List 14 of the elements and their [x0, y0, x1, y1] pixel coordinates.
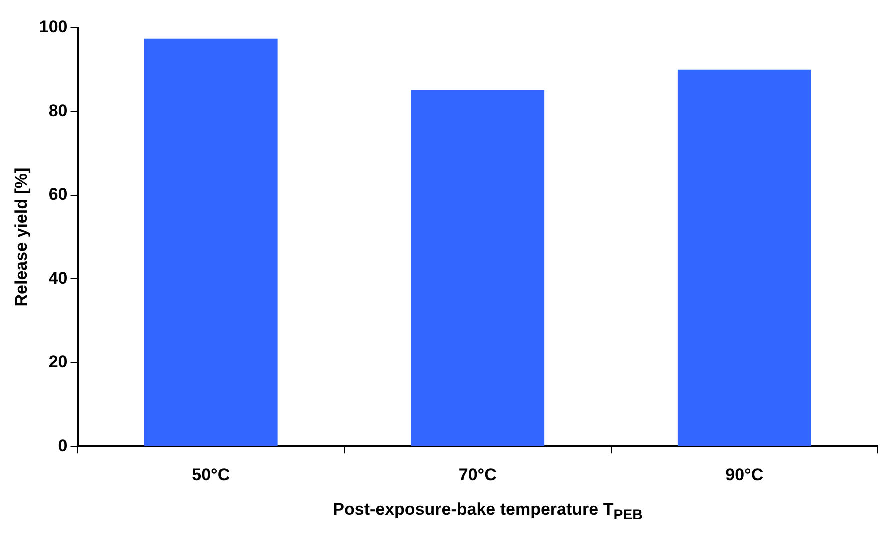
y-tick-label: 80	[48, 101, 68, 120]
bar	[144, 38, 278, 446]
bar	[411, 90, 545, 446]
x-tick-label: 70°C	[458, 465, 497, 484]
y-tick-label: 60	[48, 185, 68, 204]
y-axis-title: Release yield [%]	[12, 168, 31, 307]
x-tick-label: 50°C	[192, 465, 230, 484]
x-axis-title: Post-exposure-bake temperature T$_{PEB}$	[332, 500, 644, 524]
x-tick-label: 90°C	[726, 465, 764, 484]
bar	[678, 70, 812, 446]
y-tick-label: 0	[58, 436, 68, 456]
y-tick-label: 100	[39, 18, 68, 37]
y-tick-label: 40	[48, 268, 68, 288]
y-tick-label: 20	[48, 352, 68, 372]
